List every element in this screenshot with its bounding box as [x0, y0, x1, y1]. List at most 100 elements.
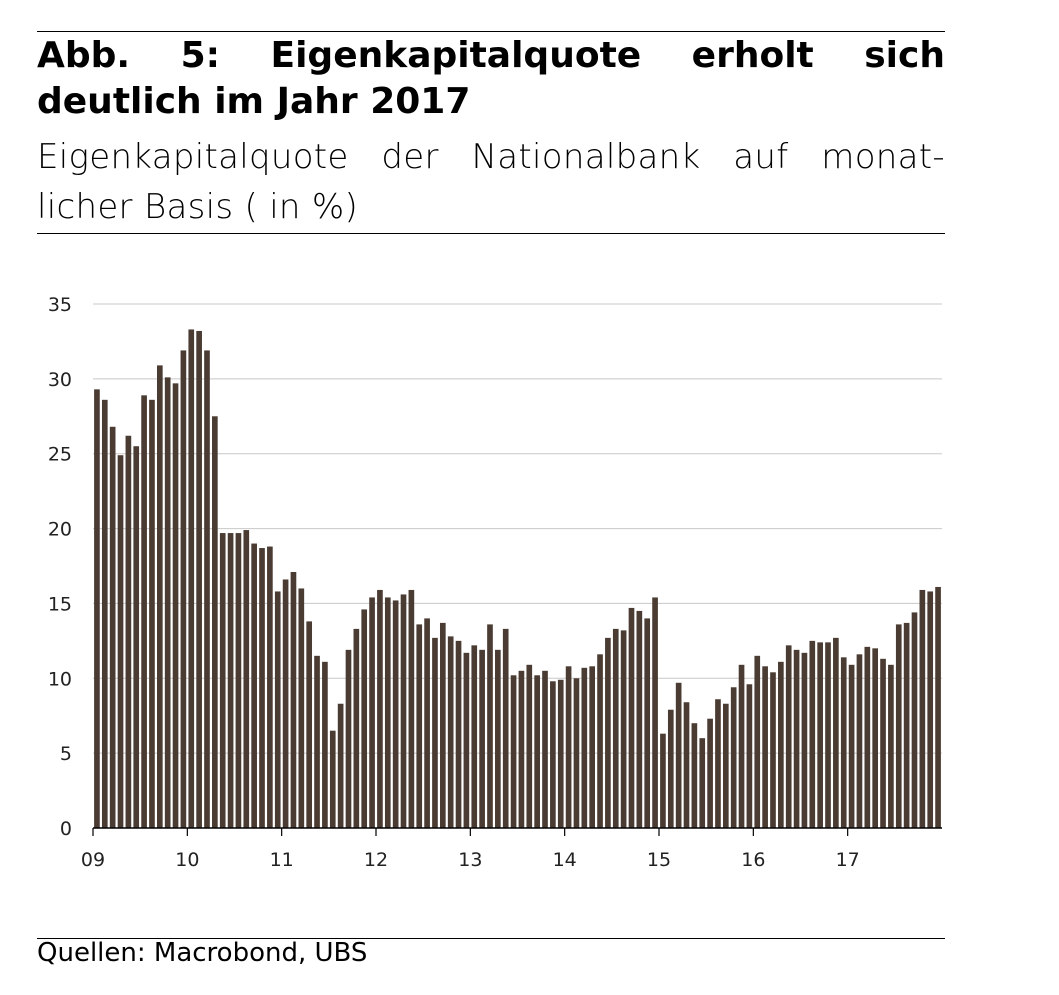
bar — [502, 628, 509, 828]
bar — [251, 543, 257, 828]
bar — [856, 654, 863, 828]
bar — [235, 533, 242, 828]
bar — [715, 699, 721, 828]
x-axis-ticks: 09 10 11 12 13 14 15 16 17 — [81, 828, 860, 871]
bar — [817, 642, 823, 828]
bar — [267, 546, 273, 828]
bar — [243, 530, 250, 828]
bar-chart: 0 5 10 15 20 25 30 35 09 10 11 12 13 14 15 16 17 — [48, 294, 942, 871]
bar — [282, 579, 289, 828]
y-tick-label: 35 — [48, 294, 72, 316]
bars — [94, 329, 941, 828]
bar — [424, 618, 430, 828]
bar — [306, 621, 313, 828]
bar — [589, 666, 596, 828]
bar — [204, 350, 210, 828]
bar — [565, 666, 572, 828]
y-tick-label: 10 — [48, 668, 72, 690]
x-tick-label: 13 — [458, 849, 482, 871]
bar — [471, 645, 478, 828]
bar — [400, 594, 407, 828]
bar — [573, 678, 580, 828]
bar — [447, 636, 454, 828]
bar — [314, 655, 320, 828]
bar — [880, 658, 886, 828]
y-tick-label: 25 — [48, 444, 72, 466]
bar — [667, 709, 674, 828]
bar — [534, 675, 540, 828]
bar — [927, 591, 934, 828]
bar — [911, 612, 918, 828]
bar — [801, 652, 808, 828]
chart-title: Abb. 5: Eigenkapitalquote erholt sich de… — [37, 35, 945, 122]
bar — [707, 718, 713, 828]
bar — [298, 588, 305, 828]
bar — [903, 622, 910, 828]
bar — [329, 730, 336, 828]
bar — [416, 624, 423, 828]
bar — [738, 664, 745, 828]
bar — [620, 630, 627, 828]
bar — [188, 329, 195, 828]
bar — [809, 640, 816, 828]
bar — [149, 399, 155, 828]
bar — [557, 679, 564, 828]
bar — [833, 637, 839, 828]
bar — [730, 687, 737, 828]
bar — [628, 607, 635, 828]
y-tick-label: 20 — [48, 519, 72, 541]
bar — [408, 589, 415, 828]
bar — [888, 664, 894, 828]
bar — [361, 609, 368, 828]
bar — [691, 723, 698, 828]
bar — [290, 571, 297, 828]
y-tick-label: 30 — [48, 369, 72, 391]
bar — [196, 330, 202, 828]
y-tick-label: 15 — [48, 593, 72, 615]
bar — [337, 703, 344, 828]
bar — [597, 654, 603, 828]
bar — [101, 399, 108, 828]
bar — [935, 586, 941, 828]
bar — [156, 365, 163, 828]
bar — [919, 589, 926, 828]
bar — [550, 681, 556, 828]
bar — [384, 597, 391, 828]
bar — [479, 649, 485, 828]
x-tick-label: 10 — [175, 849, 199, 871]
bar — [770, 672, 776, 828]
x-tick-label: 12 — [364, 849, 388, 871]
bar — [125, 435, 132, 828]
x-tick-label: 11 — [270, 849, 294, 871]
bar — [109, 426, 116, 828]
bar — [785, 645, 792, 828]
bar — [675, 682, 682, 828]
gridlines — [93, 303, 942, 754]
title-rule — [37, 233, 945, 234]
bar — [636, 610, 643, 828]
bar — [605, 637, 611, 828]
bar — [141, 395, 147, 828]
x-tick-label: 17 — [836, 849, 860, 871]
bar — [840, 657, 847, 828]
bar — [117, 455, 124, 828]
chart-subtitle: Eigenkapitalquote der Nationalbank auf m… — [37, 137, 945, 227]
bar — [895, 624, 902, 828]
bar — [699, 738, 706, 828]
bar — [495, 649, 501, 828]
bar — [612, 628, 619, 828]
bar — [762, 666, 768, 828]
y-tick-label: 0 — [60, 818, 72, 840]
y-tick-label: 5 — [60, 743, 72, 765]
source-rule — [37, 938, 945, 939]
bar — [274, 591, 281, 828]
bar — [848, 664, 855, 828]
source-note: Quellen: Macrobond, UBS — [37, 938, 368, 968]
bar — [180, 350, 187, 828]
bar — [227, 533, 234, 828]
bar — [439, 622, 446, 828]
bar — [164, 377, 171, 828]
bar — [778, 661, 784, 828]
bar — [369, 597, 375, 828]
bar — [432, 637, 438, 828]
